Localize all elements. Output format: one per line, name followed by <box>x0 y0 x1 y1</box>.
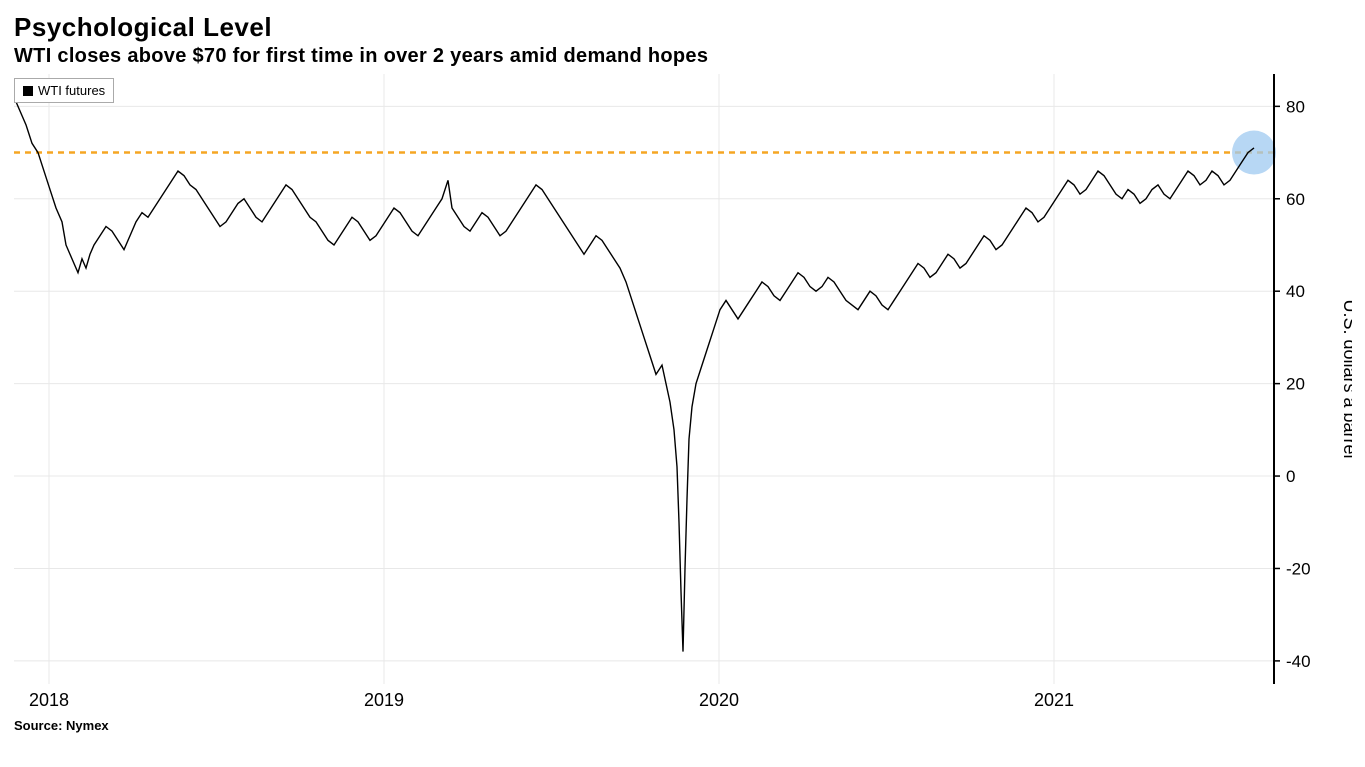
svg-text:80: 80 <box>1286 97 1305 116</box>
legend: WTI futures <box>14 78 114 103</box>
x-tick-label: 2020 <box>699 690 739 711</box>
x-tick-label: 2021 <box>1034 690 1074 711</box>
legend-swatch <box>23 86 33 96</box>
svg-text:-20: -20 <box>1286 559 1311 578</box>
x-axis-labels: 2018 2019 2020 2021 <box>14 684 1274 714</box>
svg-text:40: 40 <box>1286 282 1305 301</box>
chart-svg: -40 -20 0 20 40 60 80 U.S. dollars a barrel <box>14 74 1352 684</box>
chart-container: WTI futures -40-20020406080U.S. dollars … <box>14 74 1345 684</box>
svg-text:-40: -40 <box>1286 652 1311 671</box>
source-label: Source: Nymex <box>14 718 1345 733</box>
x-tick-label: 2019 <box>364 690 404 711</box>
chart-subtitle: WTI closes above $70 for first time in o… <box>14 45 1345 68</box>
svg-text:0: 0 <box>1286 467 1295 486</box>
svg-text:20: 20 <box>1286 375 1305 394</box>
y-axis-label: U.S. dollars a barrel <box>1340 299 1352 458</box>
x-tick-label: 2018 <box>29 690 69 711</box>
svg-text:60: 60 <box>1286 190 1305 209</box>
chart-title: Psychological Level <box>14 12 1345 43</box>
legend-label: WTI futures <box>38 83 105 98</box>
